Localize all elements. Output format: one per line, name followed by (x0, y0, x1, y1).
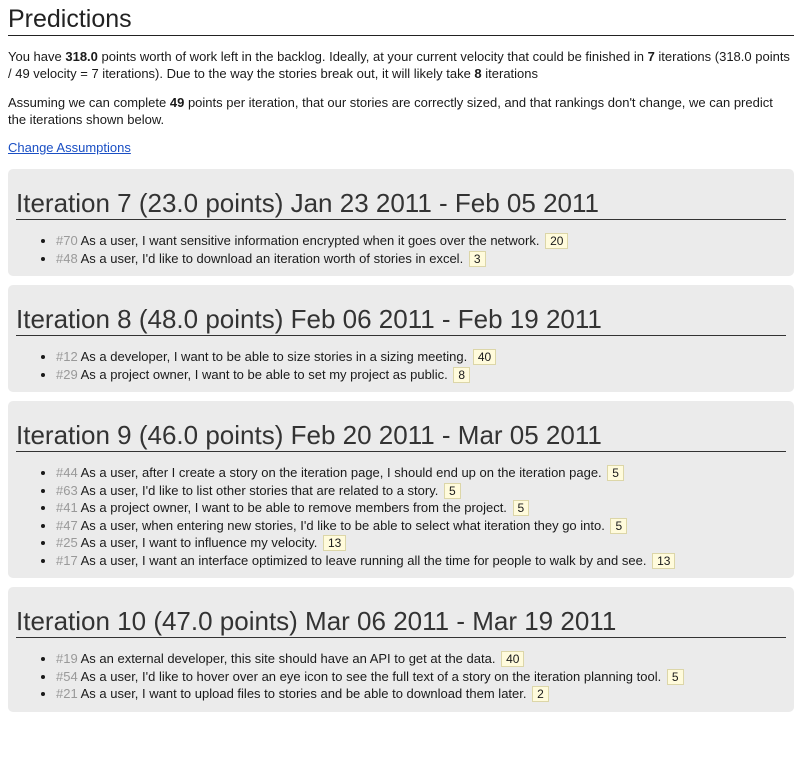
story-number[interactable]: #25 (56, 535, 78, 550)
story-text: As a project owner, I want to be able to… (80, 500, 507, 515)
story-item: #41 As a project owner, I want to be abl… (56, 499, 786, 517)
story-points-badge: 40 (501, 651, 525, 667)
summary-text: iterations (318.0 points / 49 velocity =… (8, 49, 790, 81)
story-item: #54 As a user, I'd like to hover over an… (56, 668, 786, 686)
story-points-badge: 8 (453, 366, 471, 383)
story-text: As a user, after I create a story on the… (80, 465, 602, 480)
story-points-badge: 3 (468, 250, 486, 267)
likely-iterations-value: 8 (474, 66, 482, 81)
story-list: #70 As a user, I want sensitive informat… (16, 232, 786, 267)
story-number[interactable]: #41 (56, 500, 78, 515)
backlog-summary: You have 318.0 points worth of work left… (8, 48, 794, 82)
story-list: #44 As a user, after I create a story on… (16, 464, 786, 569)
story-list: #19 As an external developer, this site … (16, 650, 786, 703)
story-item: #17 As a user, I want an interface optim… (56, 552, 786, 570)
story-item: #21 As a user, I want to upload files to… (56, 685, 786, 703)
change-assumptions-link[interactable]: Change Assumptions (8, 140, 131, 155)
story-text: As a user, I want to influence my veloci… (80, 535, 318, 550)
story-points-badge: 5 (607, 465, 624, 481)
assumption-text: Assuming we can complete (8, 95, 170, 110)
story-text: As a user, I'd like to download an itera… (80, 250, 464, 266)
story-text: As a project owner, I want to be able to… (80, 366, 448, 382)
story-number[interactable]: #63 (56, 482, 78, 498)
assumption-text: points per iteration, that our stories a… (8, 95, 773, 127)
story-points-badge: 5 (512, 500, 530, 516)
iteration-box: Iteration 10 (47.0 points) Mar 06 2011 -… (8, 587, 794, 712)
iteration-title: Iteration 9 (46.0 points) Feb 20 2011 - … (16, 411, 786, 452)
iteration-title: Iteration 8 (48.0 points) Feb 06 2011 - … (16, 295, 786, 336)
story-number[interactable]: #44 (56, 465, 78, 480)
story-points-badge: 5 (666, 668, 684, 685)
assumptions-summary: Assuming we can complete 49 points per i… (8, 94, 794, 128)
story-item: #70 As a user, I want sensitive informat… (56, 232, 786, 250)
iterations-list: Iteration 7 (23.0 points) Jan 23 2011 - … (8, 169, 794, 712)
story-item: #12 As a developer, I want to be able to… (56, 348, 786, 366)
page-title: Predictions (8, 4, 794, 36)
story-item: #47 As a user, when entering new stories… (56, 517, 786, 535)
story-number[interactable]: #70 (56, 233, 78, 248)
story-text: As a user, I want sensitive information … (80, 233, 540, 248)
story-points-badge: 13 (652, 552, 676, 569)
story-number[interactable]: #19 (56, 651, 78, 666)
story-text: As a user, I want to upload files to sto… (80, 686, 527, 701)
story-number[interactable]: #54 (56, 668, 78, 684)
story-text: As an external developer, this site shou… (80, 651, 496, 666)
story-text: As a developer, I want to be able to siz… (80, 349, 468, 364)
story-text: As a user, when entering new stories, I'… (80, 517, 605, 533)
story-item: #48 As a user, I'd like to download an i… (56, 250, 786, 268)
summary-text: You have (8, 49, 66, 64)
story-text: As a user, I'd like to list other storie… (80, 482, 439, 498)
story-item: #44 As a user, after I create a story on… (56, 464, 786, 482)
story-number[interactable]: #29 (56, 366, 78, 382)
story-list: #12 As a developer, I want to be able to… (16, 348, 786, 383)
story-number[interactable]: #48 (56, 250, 78, 266)
ideal-iterations-value: 7 (647, 49, 655, 64)
iteration-box: Iteration 7 (23.0 points) Jan 23 2011 - … (8, 169, 794, 276)
story-points-badge: 13 (323, 535, 347, 551)
summary-text: points worth of work left in the backlog… (97, 49, 648, 64)
story-text: As a user, I'd like to hover over an eye… (80, 668, 662, 684)
story-item: #25 As a user, I want to influence my ve… (56, 534, 786, 552)
story-points-badge: 20 (545, 233, 569, 249)
story-points-badge: 40 (472, 349, 497, 365)
story-points-badge: 5 (610, 517, 628, 534)
iteration-box: Iteration 9 (46.0 points) Feb 20 2011 - … (8, 401, 794, 578)
story-text: As a user, I want an interface optimized… (80, 552, 647, 568)
velocity-value: 49 (169, 95, 185, 110)
story-item: #63 As a user, I'd like to list other st… (56, 482, 786, 500)
summary-text: iterations (481, 66, 539, 81)
story-points-badge: 2 (532, 686, 549, 702)
points-left-value: 318.0 (65, 49, 98, 64)
story-item: #29 As a project owner, I want to be abl… (56, 366, 786, 384)
iteration-title: Iteration 7 (23.0 points) Jan 23 2011 - … (16, 179, 786, 220)
story-item: #19 As an external developer, this site … (56, 650, 786, 668)
story-number[interactable]: #17 (56, 552, 78, 568)
story-number[interactable]: #21 (56, 686, 78, 701)
story-number[interactable]: #12 (56, 349, 78, 364)
predictions-page: Predictions You have 318.0 points worth … (0, 0, 802, 712)
iteration-box: Iteration 8 (48.0 points) Feb 06 2011 - … (8, 285, 794, 392)
story-number[interactable]: #47 (56, 517, 78, 533)
story-points-badge: 5 (443, 482, 461, 499)
iteration-title: Iteration 10 (47.0 points) Mar 06 2011 -… (16, 597, 786, 638)
